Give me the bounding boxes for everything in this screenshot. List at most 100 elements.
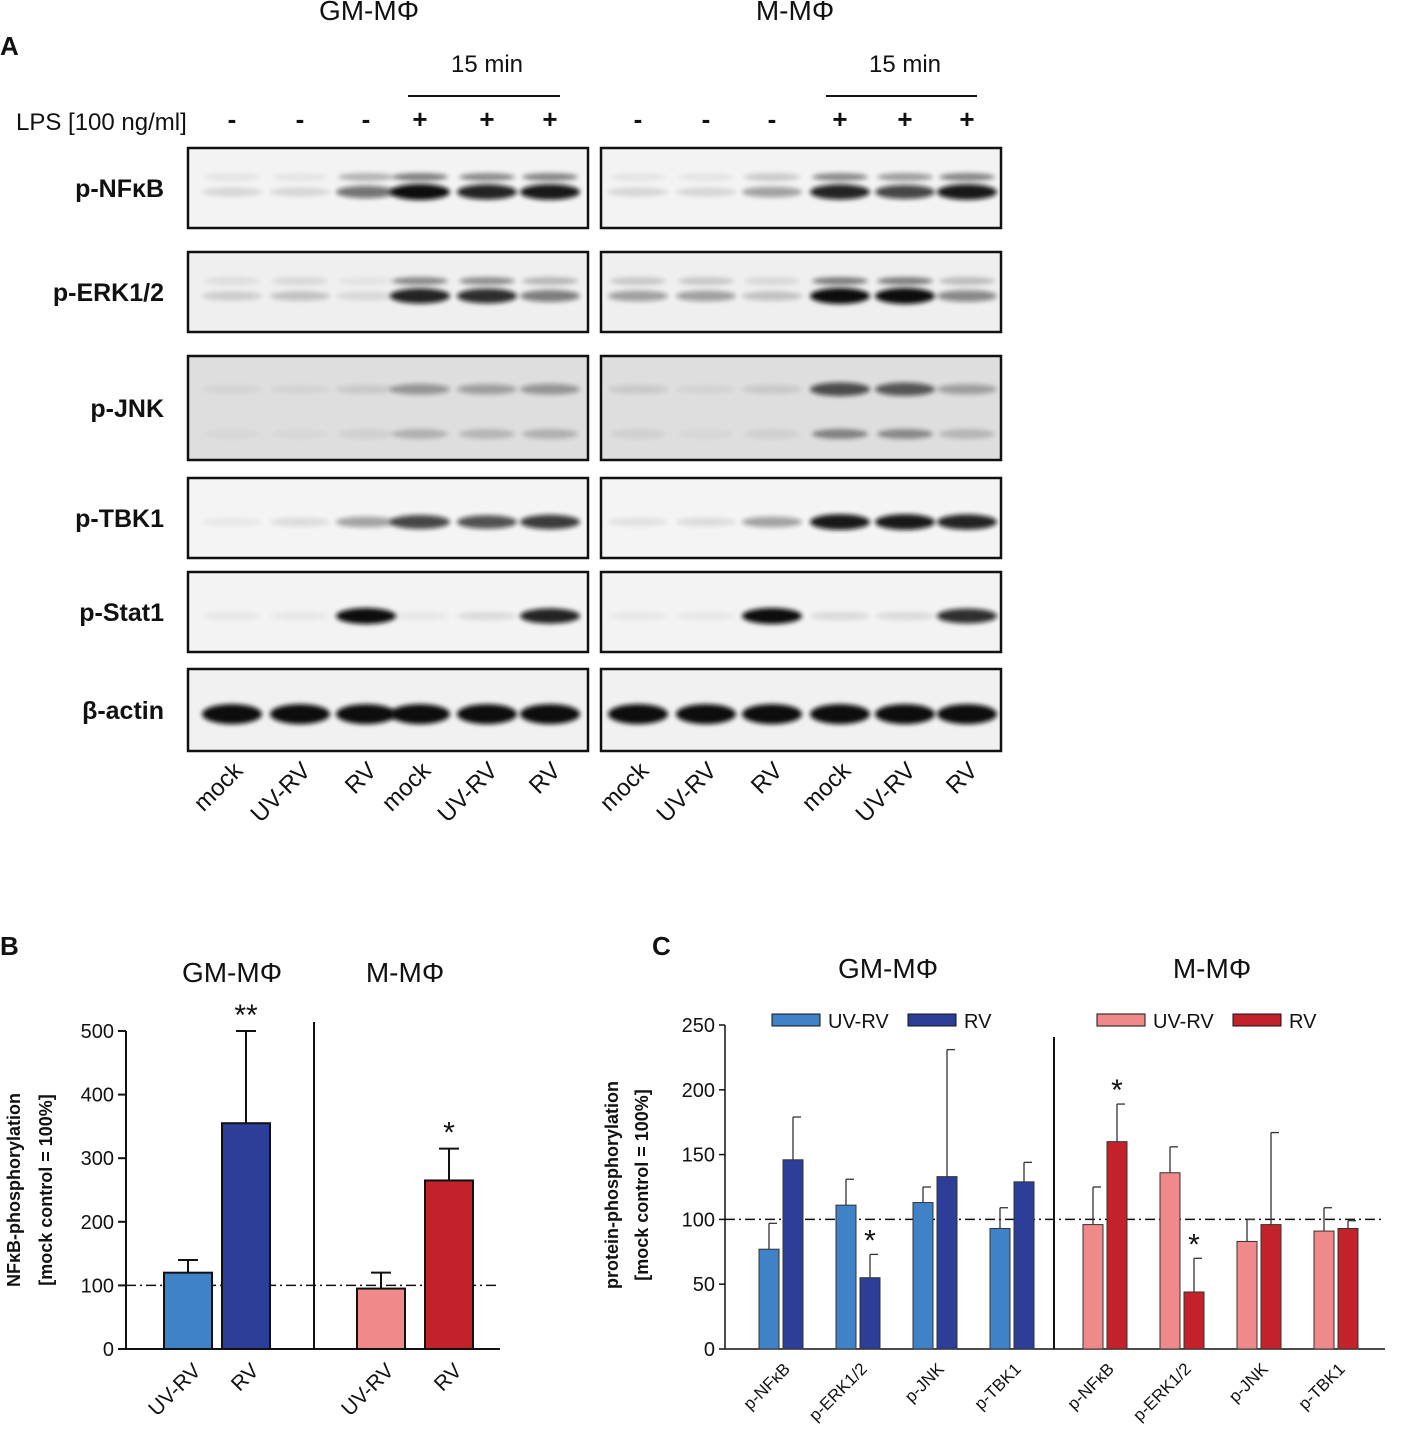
m-title-b: M-MΦ bbox=[366, 957, 444, 988]
lane-label: UV-RV bbox=[433, 757, 504, 828]
lps-signs: - - - - - - + + + + + + bbox=[228, 104, 975, 134]
blot-band bbox=[742, 384, 802, 394]
blot-band-upper bbox=[877, 277, 933, 285]
blot-band bbox=[742, 704, 802, 725]
gm-title-a: GM-MΦ bbox=[319, 0, 419, 26]
c-bar bbox=[835, 1204, 857, 1350]
lps-sign-gm: - bbox=[362, 104, 371, 134]
c-xlabel: p-TBK1 bbox=[1295, 1359, 1349, 1413]
blot-band bbox=[457, 184, 517, 200]
time-label-gm: 15 min bbox=[451, 51, 523, 78]
c-xlabel: p-ERK1/2 bbox=[1129, 1359, 1195, 1425]
blot-band bbox=[742, 186, 802, 198]
b-xlabel: RV bbox=[227, 1359, 264, 1396]
c-bar bbox=[989, 1227, 1011, 1350]
blot-band bbox=[875, 514, 935, 530]
blot-band bbox=[676, 704, 736, 725]
b-ylabel-2: [mock control = 100%] bbox=[36, 1094, 56, 1286]
b-significance: * bbox=[443, 1117, 455, 1150]
c-ylabel-1: protein-phosphorylation bbox=[602, 1081, 622, 1289]
blot-band bbox=[520, 184, 580, 200]
blot-band-upper bbox=[812, 173, 868, 181]
blot-band bbox=[270, 517, 330, 527]
blot-band bbox=[875, 382, 935, 396]
c-bar bbox=[1106, 1141, 1128, 1350]
blot-band bbox=[810, 611, 870, 621]
blot-band bbox=[810, 514, 870, 530]
blot-band bbox=[608, 517, 668, 527]
m-title-a: M-MΦ bbox=[756, 0, 834, 26]
lane-label: UV-RV bbox=[652, 757, 723, 828]
blot-band bbox=[937, 704, 997, 725]
blot-band-upper bbox=[272, 277, 328, 285]
legend-swatch bbox=[1232, 1013, 1282, 1027]
blot-band bbox=[937, 608, 997, 624]
lps-sign-gm: + bbox=[542, 104, 557, 134]
blot-band-upper bbox=[812, 277, 868, 285]
blot-panel bbox=[599, 354, 1003, 462]
blot-band-upper bbox=[522, 277, 578, 285]
lps-sign-gm: + bbox=[412, 104, 427, 134]
lane-label: UV-RV bbox=[851, 757, 922, 828]
lane-label: mock bbox=[595, 756, 655, 816]
c-ytick-label: 0 bbox=[704, 1339, 715, 1361]
blot-band bbox=[270, 704, 330, 725]
c-xlabel: p-NFκB bbox=[1064, 1359, 1118, 1413]
b-ytick-label: 400 bbox=[81, 1085, 114, 1107]
legend-swatch bbox=[1096, 1013, 1146, 1027]
blot-band bbox=[270, 291, 330, 301]
blot-band-upper bbox=[678, 277, 734, 285]
blot-band bbox=[270, 385, 330, 394]
blot-band-lower bbox=[610, 429, 666, 439]
blot-band-lower bbox=[812, 429, 868, 439]
blot-band bbox=[520, 290, 580, 302]
blot-band bbox=[202, 187, 262, 197]
blot-row-label: p-Stat1 bbox=[79, 599, 164, 627]
panel-a-letter: A bbox=[0, 31, 19, 61]
blot-row-label: p-NFκB bbox=[75, 175, 164, 203]
gm-title-b: GM-MΦ bbox=[182, 957, 282, 988]
blot-band bbox=[875, 185, 935, 199]
lps-sign-m: + bbox=[832, 104, 847, 134]
blot-band-upper bbox=[204, 277, 260, 285]
blot-band-upper bbox=[204, 173, 260, 181]
c-bar bbox=[1159, 1172, 1181, 1350]
blot-row-labels: p-NFκB p-ERK1/2 p-JNK p-TBK1 p-Stat1 β-actin bbox=[53, 175, 164, 725]
blot-band bbox=[875, 611, 935, 621]
gm-title-c: GM-MΦ bbox=[838, 953, 938, 984]
c-bar bbox=[1236, 1240, 1258, 1350]
lane-label: RV bbox=[340, 757, 382, 799]
c-xlabel: p-JNK bbox=[901, 1359, 948, 1406]
b-bar bbox=[424, 1179, 474, 1350]
blot-band bbox=[937, 384, 997, 395]
blot-band bbox=[742, 291, 802, 301]
lps-sign-m: - bbox=[768, 104, 777, 134]
lps-sign-gm: - bbox=[228, 104, 237, 134]
blot-band bbox=[937, 184, 997, 200]
c-bar bbox=[1260, 1224, 1282, 1350]
blot-band bbox=[676, 517, 736, 527]
blot-band bbox=[457, 384, 517, 395]
c-ytick-label: 50 bbox=[693, 1274, 715, 1296]
blot-band-upper bbox=[272, 173, 328, 181]
c-bar bbox=[782, 1159, 804, 1350]
blot-band bbox=[336, 384, 396, 394]
blot-band bbox=[390, 704, 450, 725]
blot-band bbox=[608, 290, 668, 302]
blot-band bbox=[875, 288, 935, 304]
blot-band bbox=[336, 704, 396, 725]
c-bar bbox=[936, 1176, 958, 1350]
blot-band bbox=[937, 514, 997, 530]
blot-band-upper bbox=[678, 173, 734, 181]
panel-b-letter: B bbox=[0, 931, 19, 961]
blot-band bbox=[608, 384, 668, 394]
legend-label: RV bbox=[1289, 1011, 1317, 1033]
blot-band bbox=[742, 608, 802, 624]
b-ytick-label: 0 bbox=[103, 1339, 114, 1361]
blot-band bbox=[457, 288, 517, 304]
lps-sign-m: + bbox=[897, 104, 912, 134]
blot-panel bbox=[599, 570, 1003, 654]
blot-band bbox=[457, 611, 517, 621]
